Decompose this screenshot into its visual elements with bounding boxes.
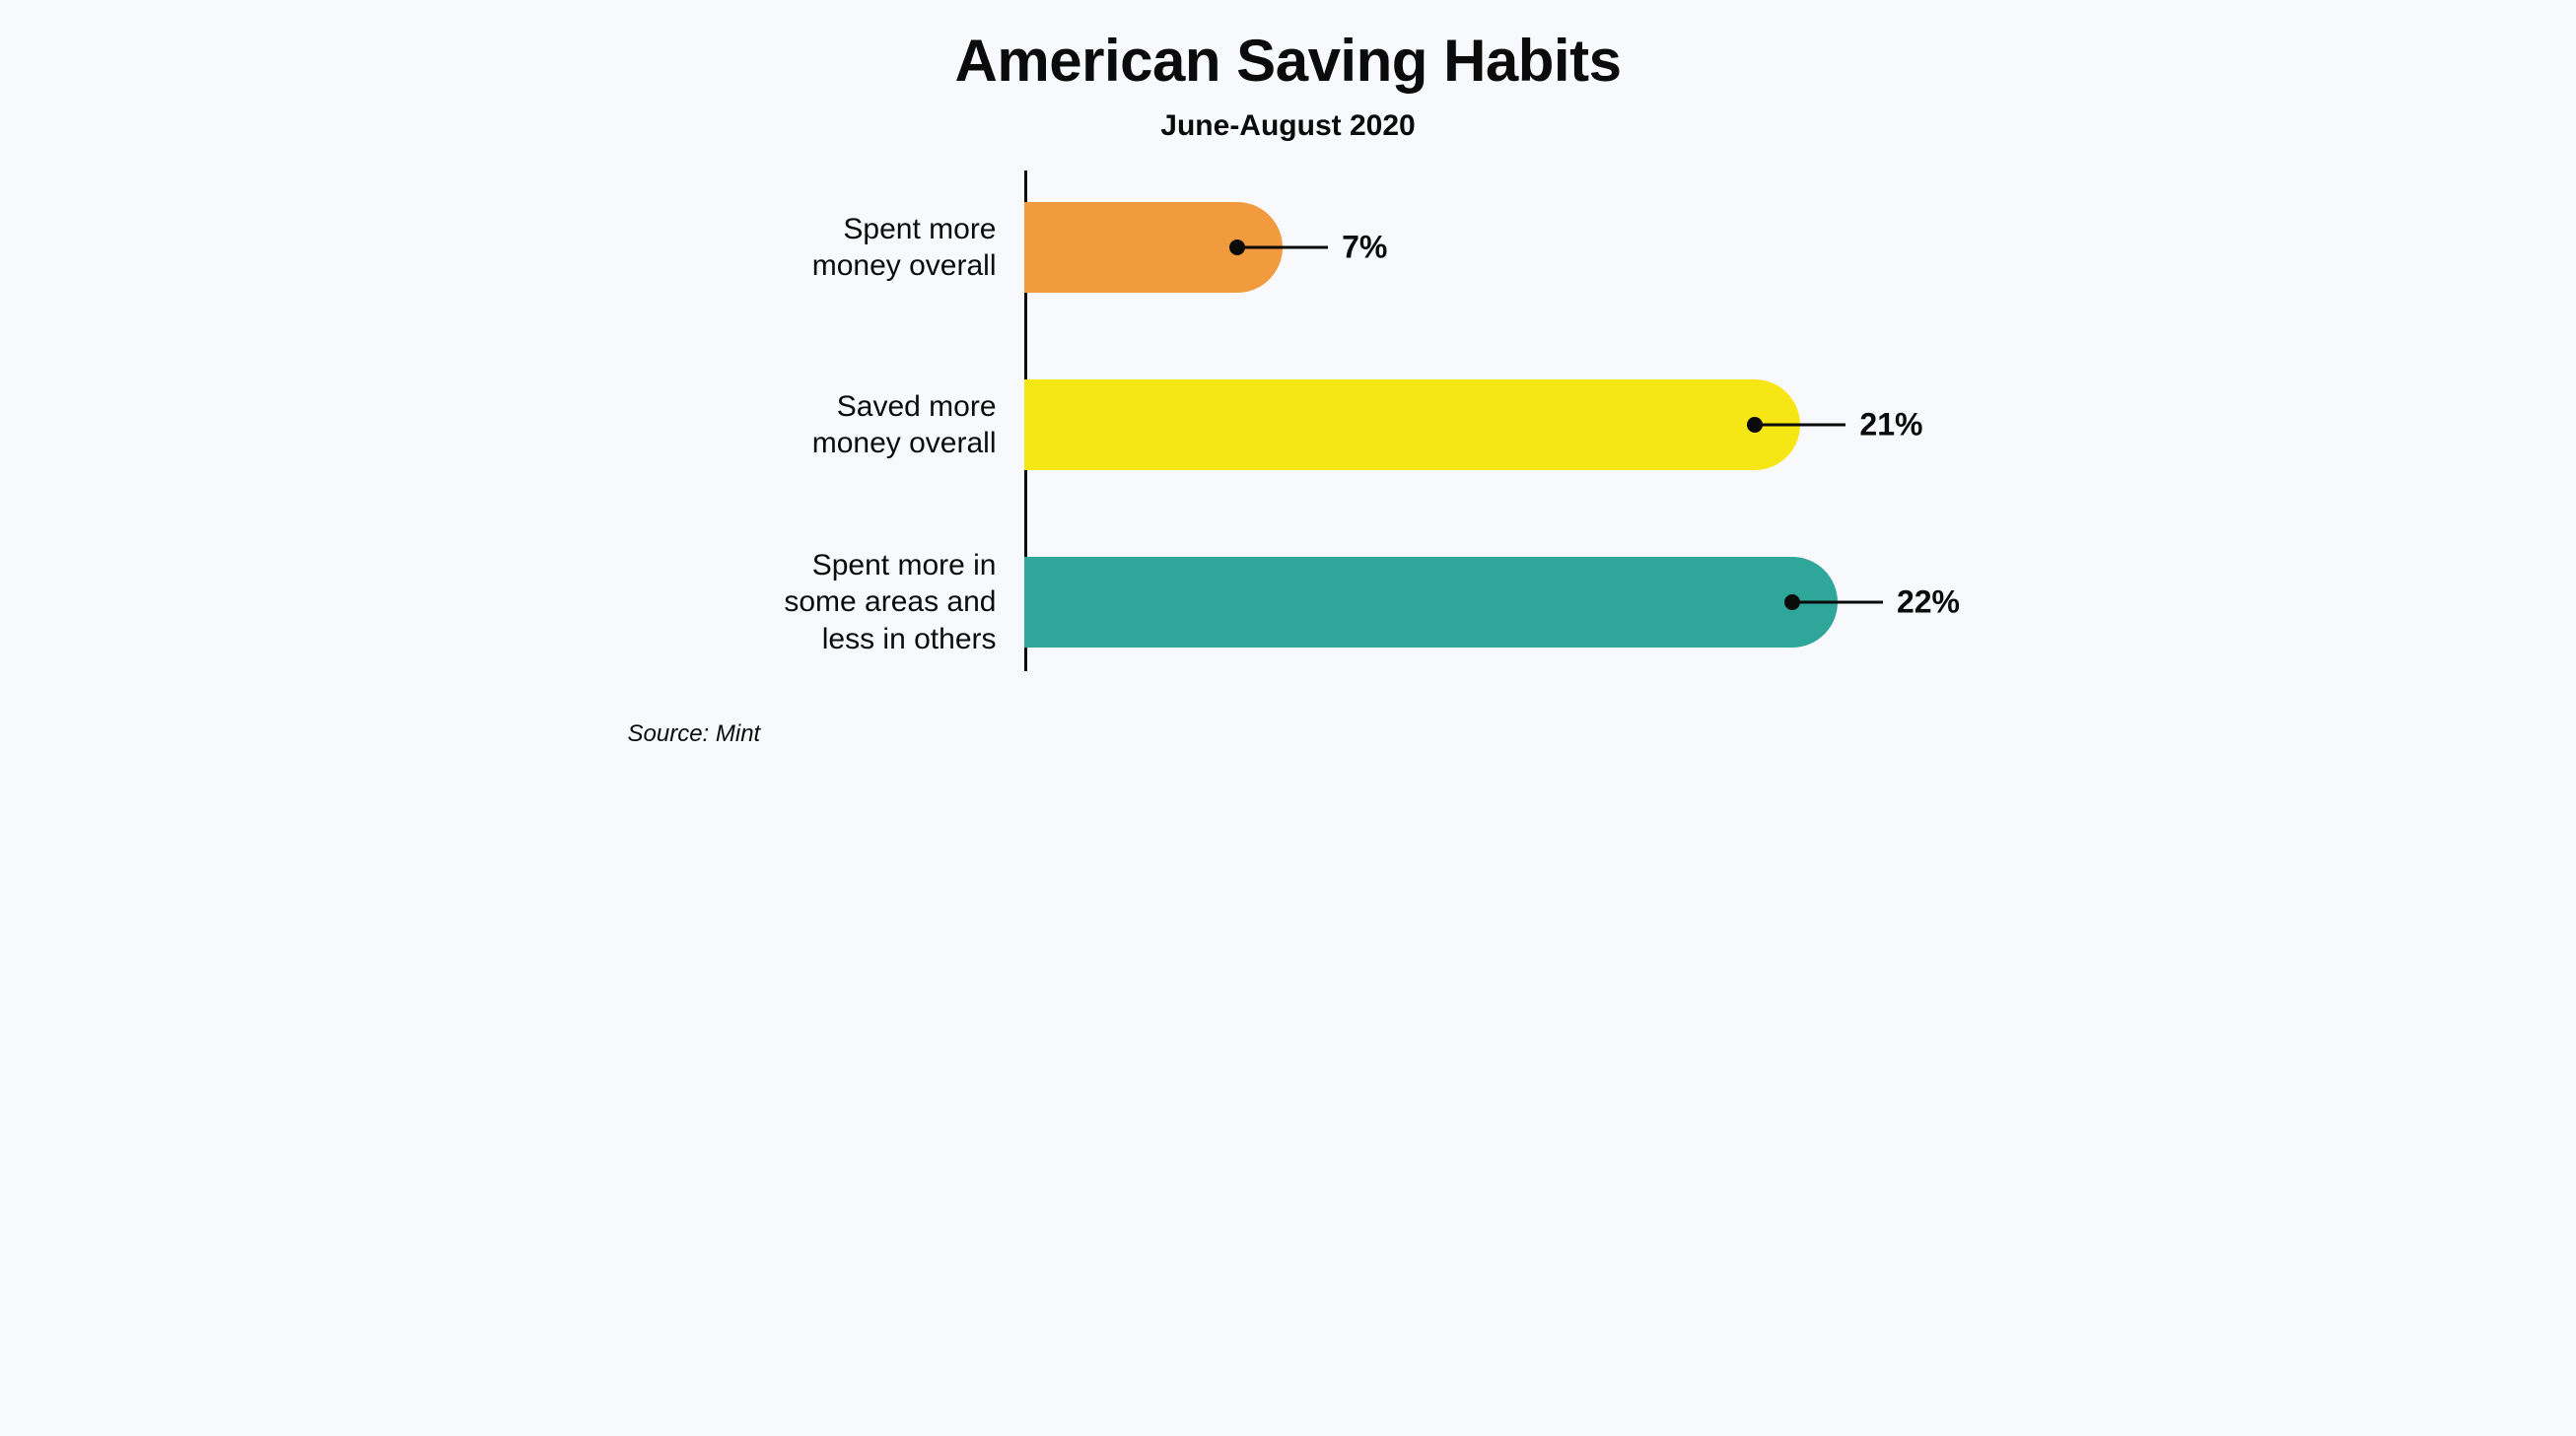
bar-row: Spent more in some areas and less in oth… <box>628 533 1949 671</box>
category-label-line: Spent more in <box>812 549 997 581</box>
chart-subtitle: June-August 2020 <box>628 109 1949 143</box>
value-label: 7% <box>1342 230 1387 266</box>
bar-row: Saved more money overall 21% <box>628 356 1949 494</box>
bar <box>1024 557 1838 648</box>
bar <box>1024 379 1801 470</box>
category-label-line: money overall <box>812 249 997 282</box>
leader-line <box>1792 601 1883 604</box>
category-label: Spent more money overall <box>628 211 1024 285</box>
category-label-line: money overall <box>812 427 997 459</box>
bar-track: 22% <box>1024 533 1949 671</box>
chart-plot-area: Spent more money overall 7% Saved more m… <box>628 178 1949 711</box>
category-label: Saved more money overall <box>628 388 1024 462</box>
bar-track: 7% <box>1024 178 1949 316</box>
chart-container: American Saving Habits June-August 2020 … <box>569 0 2008 787</box>
value-label: 21% <box>1859 407 1922 444</box>
source-attribution: Source: Mint <box>628 720 1949 748</box>
category-label-line: Spent more <box>843 213 996 245</box>
bar-row: Spent more money overall 7% <box>628 178 1949 316</box>
leader-line <box>1237 246 1328 249</box>
leader-line <box>1755 424 1845 427</box>
category-label-line: less in others <box>822 623 997 655</box>
category-label: Spent more in some areas and less in oth… <box>628 547 1024 658</box>
value-label: 22% <box>1897 584 1960 621</box>
category-label-line: Saved more <box>837 390 997 423</box>
bar-track: 21% <box>1024 356 1949 494</box>
category-label-line: some areas and <box>784 585 996 618</box>
chart-title: American Saving Habits <box>628 30 1949 92</box>
